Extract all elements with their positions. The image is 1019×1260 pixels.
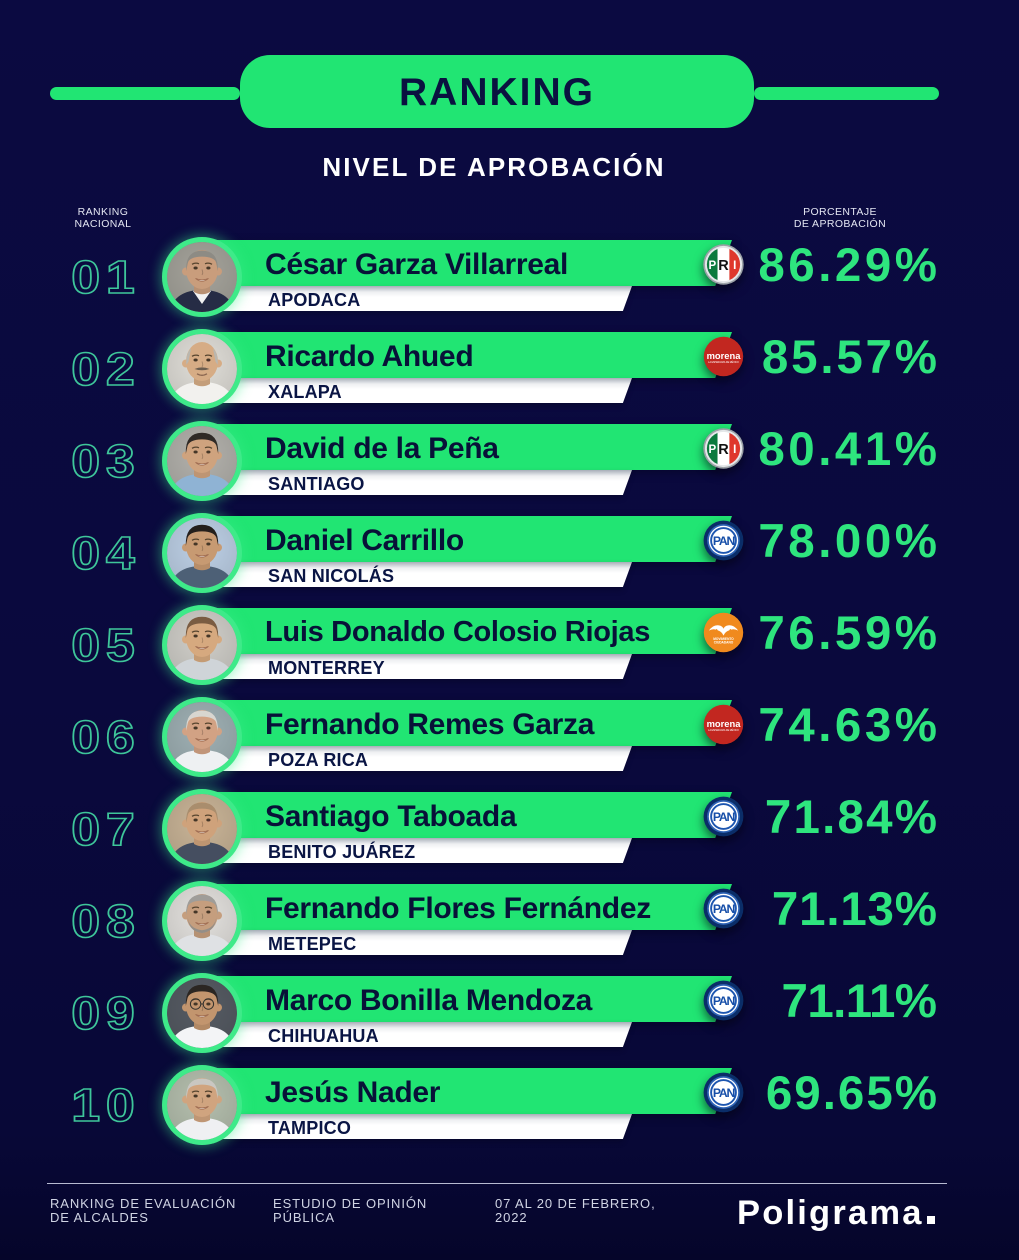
svg-text:morena: morena (707, 350, 742, 361)
svg-text:LA ESPERANZA DE MÉXICO: LA ESPERANZA DE MÉXICO (708, 729, 739, 732)
svg-text:I: I (733, 260, 736, 272)
svg-text:I: I (733, 444, 736, 456)
svg-text:LA ESPERANZA DE MÉXICO: LA ESPERANZA DE MÉXICO (708, 361, 739, 364)
svg-text:PAN: PAN (713, 810, 735, 824)
svg-text:R: R (718, 442, 729, 458)
svg-text:R: R (718, 258, 729, 274)
svg-text:CIUDADANO: CIUDADANO (714, 640, 734, 644)
svg-text:P: P (708, 444, 716, 456)
svg-text:PAN: PAN (713, 902, 735, 916)
svg-text:PAN: PAN (713, 1086, 735, 1100)
svg-text:morena: morena (707, 718, 742, 729)
svg-text:PAN: PAN (713, 994, 735, 1008)
svg-text:MOVIMIENTO: MOVIMIENTO (713, 637, 734, 641)
svg-text:P: P (708, 260, 716, 272)
svg-text:PAN: PAN (713, 534, 735, 548)
